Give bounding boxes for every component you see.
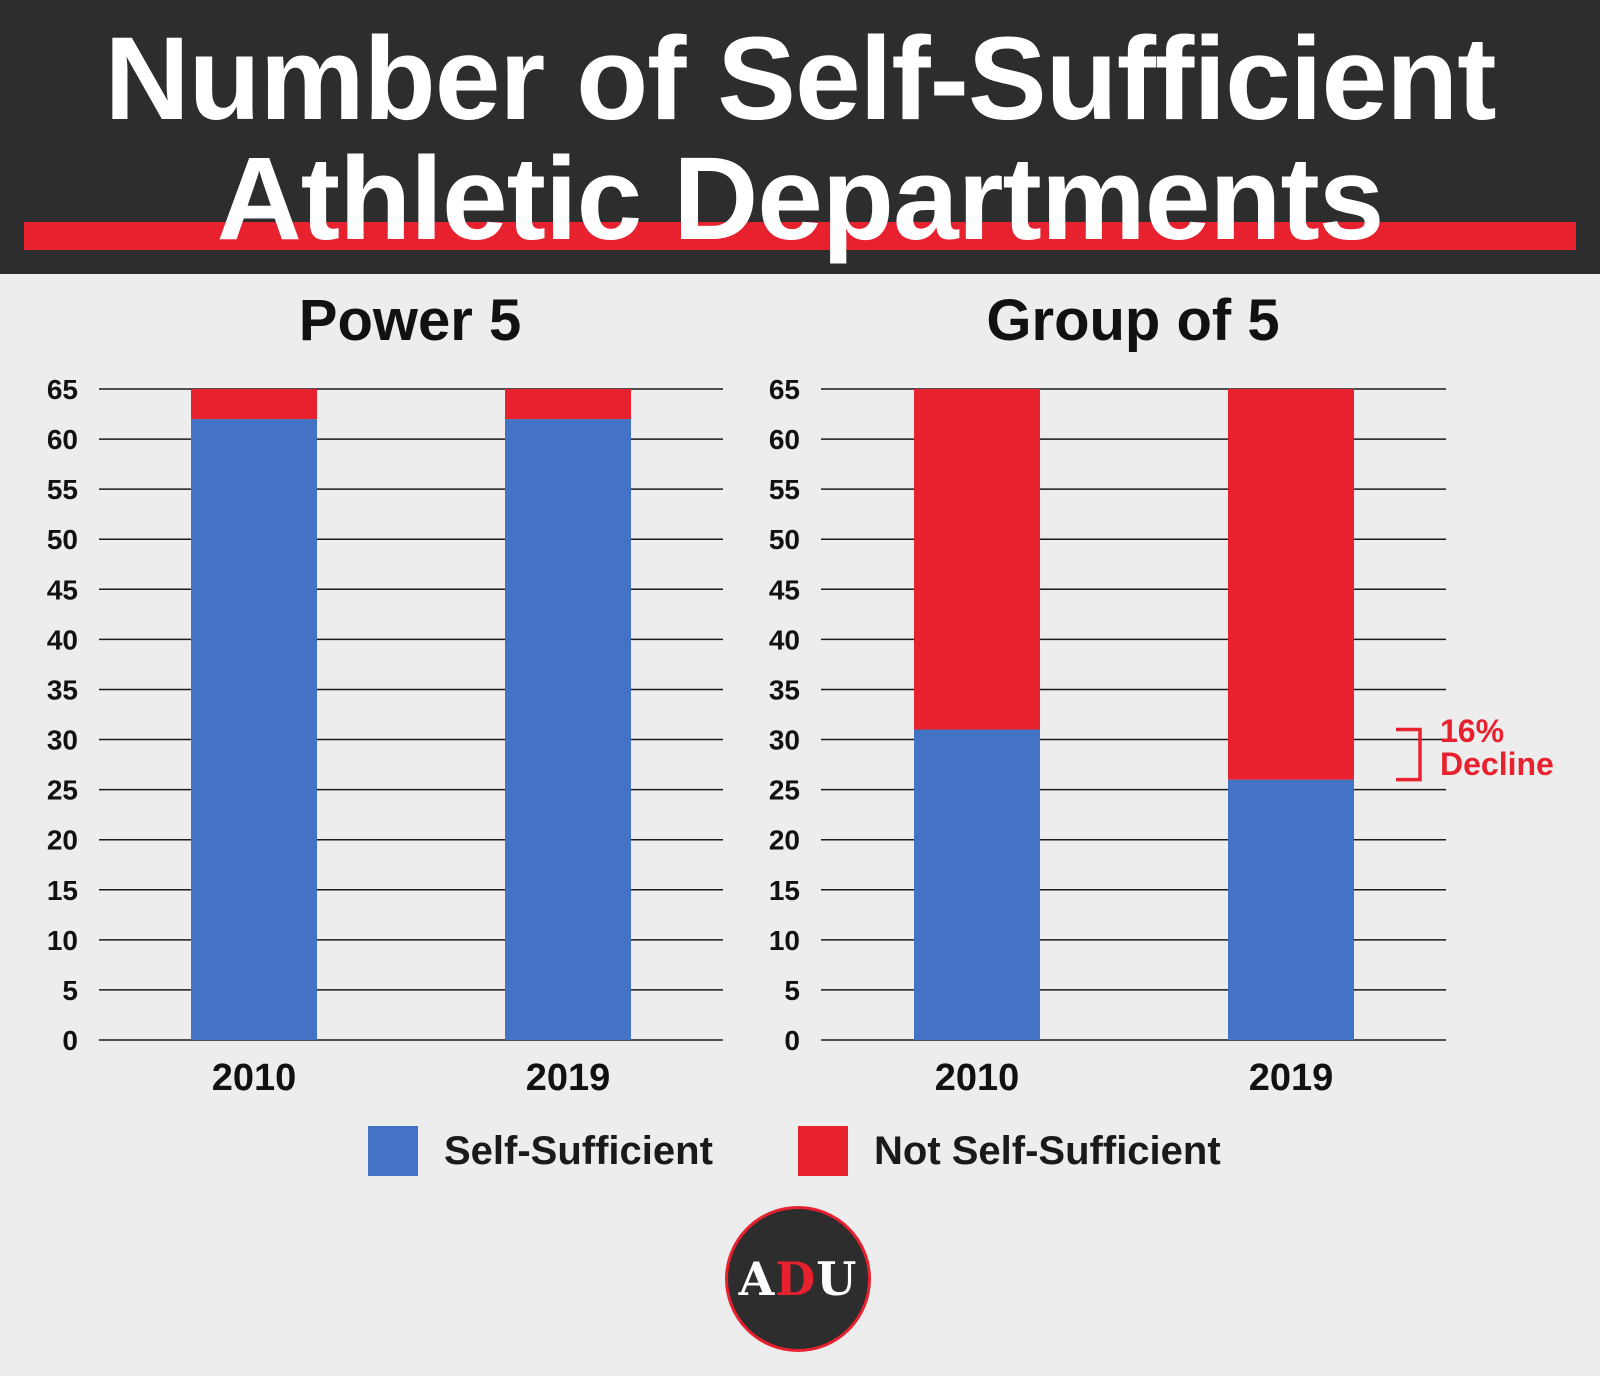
decline-bracket (1396, 727, 1422, 782)
y-tick-label: 5 (62, 975, 78, 1006)
legend-item-not-self-sufficient: Not Self-Sufficient (798, 1126, 1221, 1176)
y-tick-label: 20 (47, 825, 78, 856)
logo-letter-a: A (738, 1252, 776, 1306)
y-tick-label: 20 (769, 825, 800, 856)
y-tick-label: 50 (47, 524, 78, 555)
bar-self-sufficient (191, 419, 317, 1040)
y-tick-label: 65 (47, 374, 78, 405)
y-tick-label: 0 (62, 1025, 78, 1056)
y-tick-label: 10 (769, 925, 800, 956)
y-tick-label: 40 (47, 624, 78, 655)
x-tick-label: 2019 (1249, 1057, 1334, 1099)
chart-title: Group of 5 (986, 288, 1279, 353)
y-tick-label: 25 (47, 775, 78, 806)
chart-title: Power 5 (299, 288, 521, 353)
y-tick-label: 65 (769, 374, 800, 405)
bar-self-sufficient (505, 419, 631, 1040)
y-tick-label: 15 (47, 875, 78, 906)
annotation-label: Decline (1440, 746, 1554, 782)
y-tick-label: 45 (769, 574, 800, 605)
y-tick-label: 30 (47, 725, 78, 756)
legend-item-self-sufficient: Self-Sufficient (368, 1126, 713, 1176)
y-tick-label: 60 (769, 424, 800, 455)
logo-letter-u: U (816, 1252, 858, 1306)
y-tick-label: 10 (47, 925, 78, 956)
y-tick-label: 55 (769, 474, 800, 505)
page-title-line-2: Athletic Departments (216, 133, 1385, 265)
y-tick-label: 40 (769, 624, 800, 655)
bar-not-self-sufficient (1228, 389, 1354, 780)
page-title-line-1: Number of Self-Sufficient (104, 13, 1496, 145)
bar-self-sufficient (914, 729, 1040, 1040)
title-underline (24, 222, 1576, 250)
y-tick-label: 35 (47, 674, 78, 705)
y-tick-label: 15 (769, 875, 800, 906)
x-tick-label: 2019 (526, 1057, 611, 1099)
bar-self-sufficient (1228, 779, 1354, 1040)
logo-letter-d: D (775, 1252, 817, 1306)
y-tick-label: 30 (769, 725, 800, 756)
y-tick-label: 45 (47, 574, 78, 605)
title-banner: Number of Self-Sufficient Athletic Depar… (0, 0, 1600, 274)
bar-not-self-sufficient (191, 389, 317, 420)
legend-swatch-blue (368, 1126, 418, 1176)
y-tick-label: 25 (769, 775, 800, 806)
y-tick-label: 35 (769, 674, 800, 705)
y-tick-label: 60 (47, 424, 78, 455)
annotation-percent: 16% (1440, 713, 1504, 749)
y-tick-label: 50 (769, 524, 800, 555)
y-tick-label: 55 (47, 474, 78, 505)
x-tick-label: 2010 (212, 1057, 297, 1099)
legend-label: Self-Sufficient (444, 1128, 713, 1173)
x-tick-label: 2010 (935, 1057, 1020, 1099)
bar-not-self-sufficient (914, 389, 1040, 730)
legend-label: Not Self-Sufficient (874, 1128, 1221, 1173)
y-tick-label: 0 (784, 1025, 800, 1056)
y-tick-label: 5 (784, 975, 800, 1006)
legend-swatch-red (798, 1126, 848, 1176)
bar-not-self-sufficient (505, 389, 631, 420)
